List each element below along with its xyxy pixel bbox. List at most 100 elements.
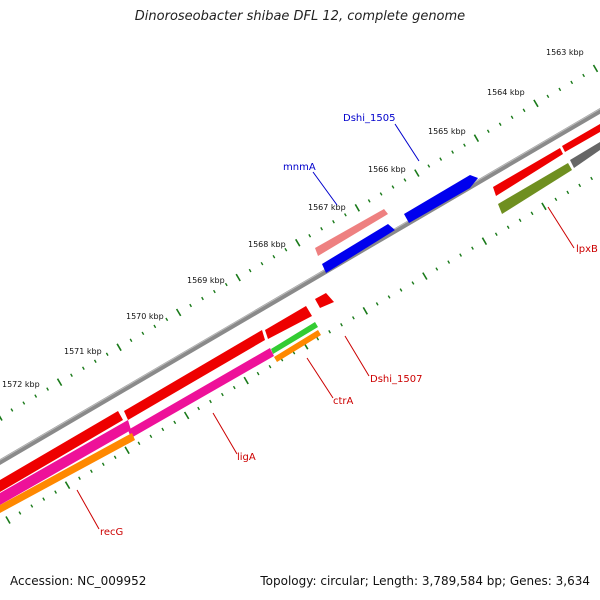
minor-tick [197, 406, 201, 411]
minor-tick [78, 476, 81, 480]
minor-tick [379, 192, 383, 196]
minor-tick [566, 190, 570, 195]
gene-lpxb[interactable] [498, 163, 572, 214]
scale-label: 1563 kbp [546, 48, 584, 57]
callout-line-ctra [306, 357, 334, 399]
gene-pink-left[interactable] [0, 420, 131, 505]
minor-tick [554, 197, 558, 202]
minor-tick [316, 337, 320, 341]
minor-tick [518, 218, 522, 223]
minor-tick [220, 392, 224, 397]
forward-strand [0, 124, 600, 492]
gene-forward-long[interactable] [124, 330, 265, 420]
major-tick [354, 203, 360, 212]
major-tick [64, 481, 71, 490]
gene-lpxb-forward[interactable] [493, 148, 563, 196]
scale-label: 1567 kbp [308, 203, 346, 212]
gene-label-liga[interactable]: ligA [237, 452, 256, 463]
scale-label: 1566 kbp [368, 165, 406, 174]
major-tick [422, 272, 428, 280]
minor-tick [427, 164, 431, 168]
gene-label-dshi-1507[interactable]: Dshi_1507 [370, 374, 422, 385]
gene-gray-reverse[interactable] [570, 142, 600, 168]
gene-small-forward[interactable] [315, 293, 334, 308]
minor-tick [451, 150, 455, 154]
accession-text: Accession: NC_009952 [10, 574, 147, 588]
major-tick [5, 516, 11, 524]
major-tick [481, 237, 488, 246]
genome-summary-text: Topology: circular; Length: 3,789,584 bp… [260, 574, 590, 588]
minor-tick [256, 371, 260, 376]
minor-tick [459, 253, 463, 257]
minor-tick [89, 469, 93, 473]
scale-label: 1570 kbp [126, 312, 164, 321]
minor-tick [42, 497, 46, 501]
gene-callouts [76, 123, 575, 530]
minor-tick [447, 260, 451, 264]
minor-tick [308, 234, 312, 238]
minor-tick [224, 282, 228, 287]
minor-tick [54, 490, 58, 494]
gene-ctra[interactable] [274, 330, 321, 362]
gene-liga[interactable] [128, 348, 274, 438]
major-tick [183, 411, 190, 420]
minor-tick [161, 427, 165, 432]
minor-tick [506, 225, 510, 229]
gene-forward-left[interactable] [0, 411, 123, 492]
major-tick [175, 308, 182, 317]
minor-tick [173, 420, 177, 425]
minor-tick [387, 295, 391, 299]
minor-tick [248, 268, 252, 273]
minor-tick [212, 289, 216, 294]
minor-tick [463, 143, 466, 147]
major-tick [414, 169, 420, 177]
minor-tick [570, 80, 574, 85]
major-tick [243, 376, 249, 385]
minor-tick [435, 267, 439, 271]
gene-label-dshi-1505[interactable]: Dshi_1505 [343, 113, 395, 124]
scale-label: 1565 kbp [428, 127, 466, 136]
gene-labels: Dshi_1505 mnmA lpxB Dshi_1507 ctrA ligA … [100, 113, 598, 538]
gene-blue-reverse[interactable] [322, 224, 395, 273]
minor-tick [260, 261, 264, 266]
callout-line-lpxb [547, 206, 575, 249]
minor-tick [232, 385, 236, 390]
minor-tick [165, 317, 169, 322]
minor-tick [546, 94, 550, 99]
gene-dshi-1505[interactable] [404, 175, 478, 223]
minor-tick [10, 408, 14, 412]
gene-recg[interactable] [0, 433, 135, 513]
minor-tick [268, 364, 272, 369]
callout-line-dshi-1505 [394, 123, 420, 162]
gene-dshi-1507-reverse[interactable] [271, 322, 318, 354]
callout-line-liga [212, 412, 238, 455]
minor-tick [149, 434, 153, 439]
minor-tick [93, 359, 97, 363]
minor-tick [510, 115, 514, 120]
gene-mnma[interactable] [315, 209, 388, 256]
outer-tick-ring [0, 64, 599, 421]
minor-tick [522, 108, 526, 113]
minor-tick [439, 157, 443, 161]
major-tick [295, 238, 301, 247]
minor-tick [105, 352, 109, 356]
minor-tick [201, 296, 204, 301]
minor-tick [486, 129, 490, 133]
inner-tick-ring [5, 176, 594, 524]
gene-forward-ctrA[interactable] [265, 306, 312, 339]
minor-tick [284, 247, 288, 252]
gene-label-mnma[interactable]: mnmA [283, 162, 316, 173]
gene-forward-right[interactable] [562, 124, 600, 152]
gene-label-ctra[interactable]: ctrA [333, 396, 354, 407]
gene-label-lpxb[interactable]: lpxB [576, 244, 598, 255]
callout-line-dshi-1507 [344, 335, 370, 377]
minor-tick [399, 288, 403, 292]
callout-line-recg [76, 489, 100, 530]
minor-tick [153, 324, 157, 329]
gene-label-recg[interactable]: recG [100, 527, 123, 538]
minor-tick [582, 73, 586, 78]
minor-tick [375, 302, 379, 306]
minor-tick [209, 399, 212, 404]
minor-tick [343, 213, 347, 217]
